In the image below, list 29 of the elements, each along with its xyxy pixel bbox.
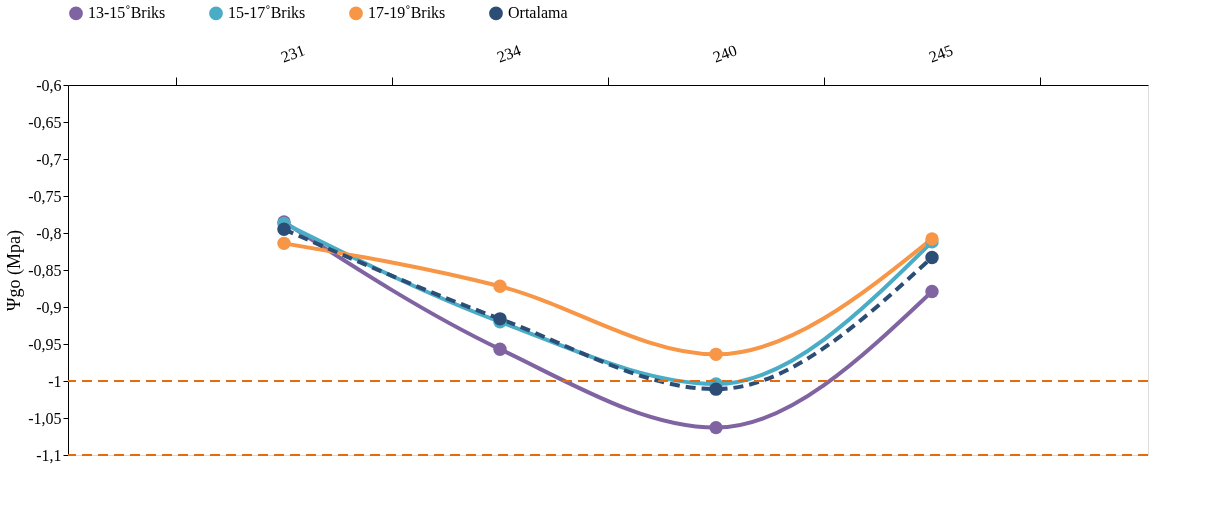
y-tick-label: -0,7 xyxy=(36,150,62,168)
x-tick-label: 240 xyxy=(710,41,740,66)
y-tick-label: -0,65 xyxy=(28,113,62,131)
legend-label: 13-15˚Briks xyxy=(88,4,166,22)
legend-label: 15-17˚Briks xyxy=(228,4,306,22)
x-tick-label: 234 xyxy=(494,41,524,66)
y-tick-label: -1,1 xyxy=(36,446,62,464)
y-tick-label: -0,9 xyxy=(36,298,62,316)
point xyxy=(925,250,939,265)
point xyxy=(709,382,723,396)
point xyxy=(277,236,291,251)
point xyxy=(709,347,723,362)
legend-label: Ortalama xyxy=(508,4,568,22)
point xyxy=(277,222,291,236)
y-tick-label: -0,95 xyxy=(28,335,62,353)
point xyxy=(709,420,723,435)
y-tick-label: -1 xyxy=(48,372,62,390)
x-tick-label: 245 xyxy=(926,41,956,66)
y-tick-label: -0,75 xyxy=(28,187,62,205)
y-tick-label: -1,05 xyxy=(28,409,62,427)
y-tick-label: -0,8 xyxy=(36,224,62,242)
point xyxy=(493,279,507,293)
point xyxy=(925,284,939,299)
x-tick-label: 231 xyxy=(278,41,308,66)
y-tick-label: -0,6 xyxy=(36,76,62,94)
y-axis-title: Ψgo (Mpa) xyxy=(4,230,26,311)
legend-label: 17-19˚Briks xyxy=(368,4,446,22)
y-tick-label: -0,85 xyxy=(28,261,62,279)
point xyxy=(493,342,507,356)
